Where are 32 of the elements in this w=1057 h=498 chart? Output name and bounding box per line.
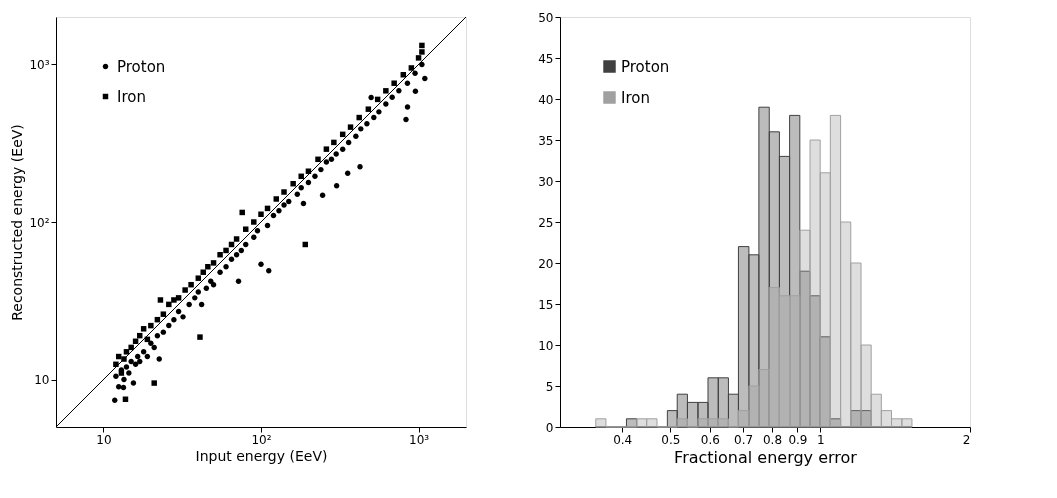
legend-label: Proton: [117, 57, 166, 76]
y-tick-label: 50: [538, 10, 554, 25]
x-tick-label: 10: [96, 432, 112, 447]
y-tick-label: 20: [538, 256, 554, 271]
x-tick-label: 0.5: [661, 432, 681, 447]
y-tick-label: 45: [538, 51, 554, 66]
y-tick-label: 30: [538, 174, 554, 189]
x-axis-title: Fractional energy error: [674, 447, 858, 467]
y-tick-label: 0: [545, 420, 554, 435]
y-tick-label: 5: [545, 379, 554, 394]
y-tick-label: 10: [34, 373, 50, 388]
legend-label: Proton: [621, 57, 670, 76]
x-axis-title: Input energy (EeV): [195, 447, 328, 464]
y-tick-label: 25: [538, 215, 554, 230]
x-tick-label: 0.4: [613, 432, 633, 447]
x-tick-label: 10²: [251, 432, 272, 447]
x-tick-label: 2: [962, 432, 971, 447]
x-tick-label: 1: [816, 432, 825, 447]
legend-label: Iron: [117, 87, 146, 106]
y-tick-label: 15: [538, 297, 554, 312]
x-tick-label: 0.8: [762, 432, 783, 447]
y-tick-label: 10: [538, 338, 554, 353]
y-tick-label: 10³: [29, 57, 50, 72]
legend-label: Iron: [621, 88, 650, 107]
x-tick-label: 0.6: [700, 432, 720, 447]
y-tick-label: 40: [538, 92, 554, 107]
y-tick-label: 10²: [29, 215, 50, 230]
x-tick-label: 10³: [409, 432, 430, 447]
x-tick-label: 0.7: [734, 432, 754, 447]
x-tick-label: 0.9: [788, 432, 808, 447]
y-axis-title: Reconstructed energy (EeV): [9, 124, 26, 321]
y-tick-label: 35: [538, 133, 554, 148]
